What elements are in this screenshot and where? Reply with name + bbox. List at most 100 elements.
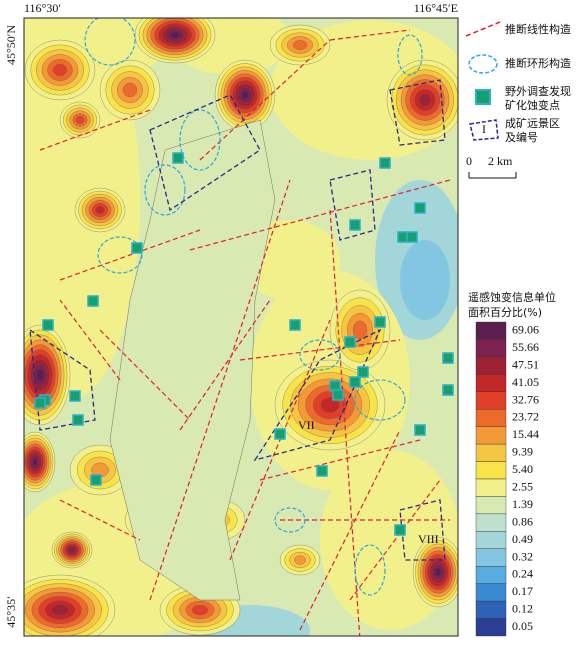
value-zone [241, 90, 249, 100]
legend-label: 矿化蚀变点 [505, 98, 560, 112]
prospect-zone [253, 328, 382, 462]
alteration-point [379, 157, 391, 169]
scale-label: 0 [466, 154, 472, 168]
color-scale-label: 9.39 [512, 445, 533, 459]
color-swatch [475, 391, 507, 410]
value-zone [352, 320, 368, 340]
value-zone [419, 93, 431, 107]
value-zone [320, 397, 340, 413]
value-zone [294, 555, 306, 565]
zone-label: VIII [418, 532, 439, 546]
alteration-point [274, 428, 286, 440]
alteration-point [349, 376, 361, 388]
ring-structure [179, 109, 221, 171]
alteration-point [406, 231, 418, 243]
corner-label: 116°45′E [414, 1, 458, 15]
alteration-point [34, 397, 46, 409]
corner-label: 45°35′ [4, 596, 18, 628]
linear-structure [239, 339, 401, 361]
color-scale-label: 0.12 [512, 602, 533, 616]
map-frame [23, 17, 459, 637]
prospect-zone [329, 169, 376, 241]
legend-ring-symbol [468, 54, 498, 74]
color-scale-label: 69.06 [512, 322, 539, 336]
linear-structure [149, 179, 291, 601]
color-swatch [475, 478, 507, 497]
value-zone [53, 64, 67, 76]
color-scale-label: 0.49 [512, 532, 533, 546]
color-swatch [475, 461, 507, 480]
alteration-point [357, 366, 369, 378]
color-swatch [475, 496, 507, 515]
value-zone [434, 567, 442, 577]
color-scale-label: 15.44 [512, 427, 539, 441]
alteration-point [316, 465, 328, 477]
ring-structure [354, 544, 386, 596]
map [24, 18, 458, 636]
value-zone [32, 458, 38, 466]
legend-label: 成矿远景区 [505, 117, 560, 130]
ring-structure [84, 18, 136, 66]
color-swatch [475, 426, 507, 445]
alteration-point [344, 336, 356, 348]
color-swatch [475, 548, 507, 567]
ring-structure [144, 164, 186, 216]
legend-point-symbol [475, 89, 491, 105]
value-zone [75, 116, 85, 124]
value-zone [95, 206, 105, 214]
color-scale-label: 1.39 [512, 497, 533, 511]
color-scale-label: 0.32 [512, 549, 533, 563]
legend-zone-symbol [469, 119, 499, 141]
linear-structure [259, 439, 421, 481]
value-zone [109, 119, 276, 601]
ring-structure [354, 379, 406, 421]
prospect-zone [389, 79, 446, 146]
color-scale-label: 2.55 [512, 479, 533, 493]
color-scale-label: 32.76 [512, 392, 539, 406]
color-scale-label: 41.05 [512, 375, 539, 389]
legend-label: 及编号 [505, 130, 538, 144]
linear-structure [349, 479, 441, 601]
scale-label: 2 km [488, 154, 513, 168]
legend-label: 推断线性构造 [505, 22, 571, 36]
color-swatch [475, 600, 507, 619]
color-scale-label: 0.86 [512, 514, 533, 528]
alteration-point [289, 319, 301, 331]
linear-structure [59, 499, 141, 541]
linear-structure [299, 429, 401, 631]
color-scale-title: 面积百分比(%) [468, 306, 542, 319]
corner-label: 45°50′N [4, 25, 18, 65]
legend-label: 推断环形构造 [505, 56, 571, 70]
ring-structure [397, 34, 423, 76]
color-scale-label: 5.40 [512, 462, 533, 476]
color-swatch [475, 531, 507, 549]
value-zone [69, 547, 75, 553]
linear-structure [329, 29, 411, 41]
color-swatch [475, 583, 507, 602]
color-swatch [475, 321, 507, 340]
color-scale-title: 遥感蚀变信息单位 [468, 290, 556, 304]
value-zone [170, 31, 180, 39]
alteration-point [69, 390, 81, 402]
alteration-point [442, 352, 454, 364]
alteration-point [131, 242, 143, 254]
prospect-zone [149, 94, 261, 212]
linear-structure [99, 329, 191, 421]
color-scale-label: 47.51 [512, 357, 539, 371]
linear-structure [189, 179, 451, 251]
linear-structure [59, 229, 201, 281]
linear-structure [39, 109, 151, 151]
alteration-point [42, 319, 54, 331]
color-swatch [475, 409, 507, 427]
alteration-point [442, 384, 454, 396]
zone-label: VII [298, 418, 315, 432]
ring-structure [97, 236, 143, 274]
value-zone [51, 604, 69, 616]
color-swatch [475, 513, 507, 532]
color-swatch [475, 374, 507, 392]
color-scale-label: 0.24 [512, 567, 533, 581]
corner-label: 116°30′ [24, 1, 61, 15]
alteration-point [349, 219, 361, 231]
legend-label: 野外调查发现 [505, 84, 571, 98]
